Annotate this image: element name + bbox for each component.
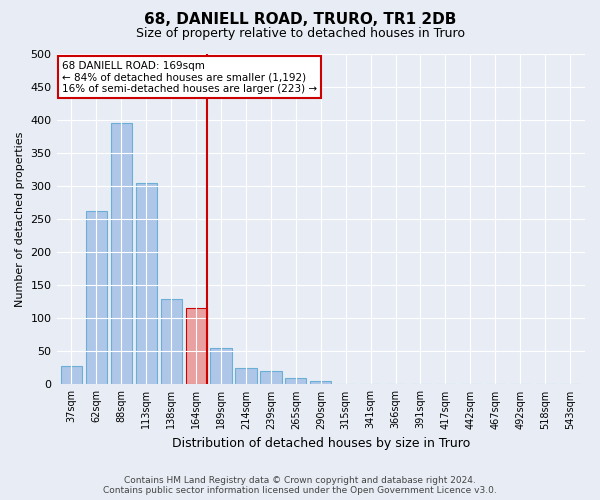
Bar xyxy=(161,298,182,384)
Bar xyxy=(86,210,107,384)
Text: 68, DANIELL ROAD, TRURO, TR1 2DB: 68, DANIELL ROAD, TRURO, TR1 2DB xyxy=(144,12,456,28)
Bar xyxy=(235,368,257,384)
Text: Contains HM Land Registry data © Crown copyright and database right 2024.
Contai: Contains HM Land Registry data © Crown c… xyxy=(103,476,497,495)
Bar xyxy=(260,371,281,384)
Bar xyxy=(285,378,307,384)
Bar xyxy=(136,183,157,384)
Bar xyxy=(111,124,132,384)
Text: Size of property relative to detached houses in Truro: Size of property relative to detached ho… xyxy=(136,28,464,40)
X-axis label: Distribution of detached houses by size in Truro: Distribution of detached houses by size … xyxy=(172,437,470,450)
Bar xyxy=(211,348,232,385)
Text: 68 DANIELL ROAD: 169sqm
← 84% of detached houses are smaller (1,192)
16% of semi: 68 DANIELL ROAD: 169sqm ← 84% of detache… xyxy=(62,60,317,94)
Bar xyxy=(61,366,82,384)
Y-axis label: Number of detached properties: Number of detached properties xyxy=(15,132,25,307)
Bar xyxy=(310,381,331,384)
Bar xyxy=(185,308,207,384)
